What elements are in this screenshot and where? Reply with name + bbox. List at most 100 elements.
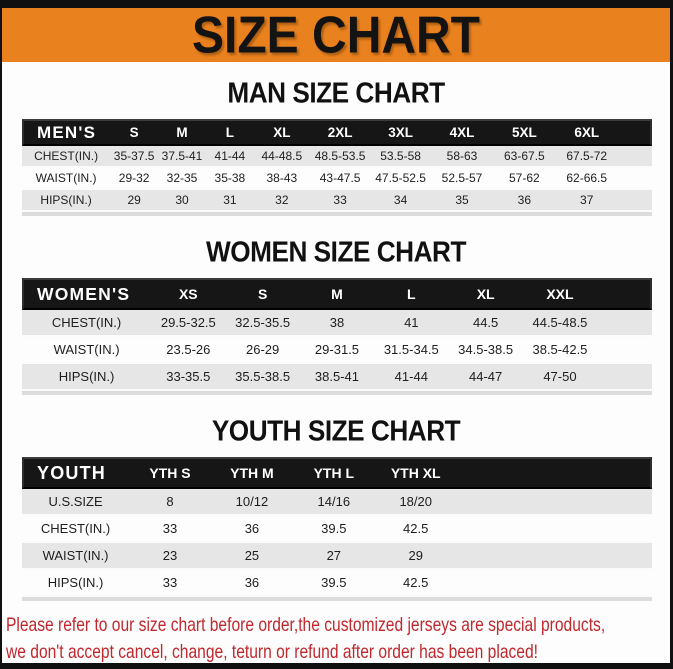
size-column-header: 4XL <box>430 119 494 146</box>
size-column-header: S <box>110 119 159 146</box>
size-value: 41 <box>374 310 449 337</box>
size-value: 32 <box>253 190 310 212</box>
size-value: 35-38 <box>205 168 254 190</box>
size-value: 34.5-38.5 <box>448 337 523 364</box>
row-filler <box>456 543 652 570</box>
header-filler <box>617 119 652 146</box>
size-value: 29 <box>374 543 457 570</box>
size-value: 63-67.5 <box>493 146 556 168</box>
size-value: 36 <box>210 570 293 597</box>
size-value: 18/20 <box>374 489 457 516</box>
size-column-header: YTH L <box>292 457 375 489</box>
row-label: CHEST(IN.) <box>22 310 152 337</box>
size-value: 10/12 <box>210 489 293 516</box>
table-row: U.S.SIZE 8 10/12 14/16 18/20 <box>22 489 652 516</box>
size-column-header: 6XL <box>555 119 618 146</box>
size-value: 25 <box>210 543 293 570</box>
size-value: 35-37.5 <box>110 146 159 168</box>
row-label: CHEST(IN.) <box>22 146 111 168</box>
size-column-header: 2XL <box>309 119 371 146</box>
size-value: 44.5-48.5 <box>522 310 598 337</box>
size-value: 47-50 <box>522 364 598 391</box>
row-label: WAIST(IN.) <box>22 337 152 364</box>
row-filler <box>597 337 652 364</box>
size-value: 37 <box>555 190 618 212</box>
size-chart-page: SIZE CHART MAN SIZE CHART MEN'S S M L XL 2XL 3… <box>2 8 670 666</box>
table-header-row: MEN'S S M L XL 2XL 3XL 4XL 5XL 6XL <box>22 119 652 146</box>
size-value: 26-29 <box>225 337 300 364</box>
size-value: 58-63 <box>430 146 494 168</box>
size-value: 14/16 <box>292 489 375 516</box>
table-row: HIPS(IN.) 33-35.5 35.5-38.5 38.5-41 41-44 44-… <box>22 364 652 391</box>
size-value: 57-62 <box>493 168 556 190</box>
size-value: 44-47 <box>448 364 523 391</box>
row-filler <box>456 516 652 543</box>
table-name-header: YOUTH <box>22 457 130 489</box>
size-column-header: 3XL <box>370 119 431 146</box>
table-header-row: YOUTH YTH S YTH M YTH L YTH XL <box>22 457 652 489</box>
banner: SIZE CHART <box>2 8 670 62</box>
size-column-header: XS <box>151 278 226 310</box>
size-column-header: L <box>374 278 449 310</box>
row-filler <box>617 168 652 190</box>
footer-line-1: Please refer to our size chart before or… <box>6 614 606 636</box>
size-value: 23.5-26 <box>151 337 226 364</box>
size-value: 33 <box>309 190 371 212</box>
size-value: 38.5-41 <box>299 364 375 391</box>
men-section-heading: MAN SIZE CHART <box>227 77 445 109</box>
size-value: 39.5 <box>292 516 375 543</box>
men-size-table: MEN'S S M L XL 2XL 3XL 4XL 5XL 6XL CHEST(IN.) 35-37… <box>22 119 652 216</box>
row-label: HIPS(IN.) <box>22 190 111 212</box>
row-label: U.S.SIZE <box>22 489 130 516</box>
table-row: CHEST(IN.) 29.5-32.5 32.5-35.5 38 41 44.5 44.5… <box>22 310 652 337</box>
header-filler <box>456 457 652 489</box>
size-value: 29 <box>110 190 159 212</box>
size-value: 47.5-52.5 <box>370 168 431 190</box>
row-filler <box>597 310 652 337</box>
size-value: 29-32 <box>110 168 159 190</box>
row-filler <box>456 570 652 597</box>
size-value: 36 <box>210 516 293 543</box>
size-column-header: YTH S <box>129 457 211 489</box>
row-filler <box>597 364 652 391</box>
size-value: 27 <box>292 543 375 570</box>
size-value: 41-44 <box>205 146 254 168</box>
row-filler <box>456 489 652 516</box>
size-value: 36 <box>493 190 556 212</box>
size-value: 53.5-58 <box>370 146 431 168</box>
size-value: 33-35.5 <box>151 364 226 391</box>
size-value: 39.5 <box>292 570 375 597</box>
size-value: 44.5 <box>448 310 523 337</box>
size-column-header: L <box>205 119 254 146</box>
women-section-heading: WOMEN SIZE CHART <box>206 236 466 268</box>
size-column-header: XL <box>448 278 523 310</box>
size-column-header: M <box>299 278 375 310</box>
banner-title: SIZE CHART <box>192 5 480 65</box>
size-column-header: 5XL <box>493 119 556 146</box>
table-row: HIPS(IN.) 33 36 39.5 42.5 <box>22 570 652 597</box>
row-label: WAIST(IN.) <box>22 168 111 190</box>
size-value: 23 <box>129 543 211 570</box>
size-column-header: YTH XL <box>374 457 457 489</box>
size-value: 41-44 <box>374 364 449 391</box>
footer-note: Please refer to our size chart before or… <box>2 612 670 666</box>
size-value: 37.5-41 <box>158 146 206 168</box>
size-value: 31.5-34.5 <box>374 337 449 364</box>
youth-size-table: YOUTH YTH S YTH M YTH L YTH XL U.S.SIZE 8 10/12… <box>22 457 652 601</box>
size-column-header: M <box>158 119 206 146</box>
size-column-header: YTH M <box>210 457 293 489</box>
table-row: CHEST(IN.) 33 36 39.5 42.5 <box>22 516 652 543</box>
size-value: 34 <box>370 190 431 212</box>
size-column-header: S <box>225 278 300 310</box>
size-value: 33 <box>129 570 211 597</box>
size-column-header: XXL <box>522 278 598 310</box>
size-value: 30 <box>158 190 206 212</box>
header-filler <box>597 278 652 310</box>
table-row: WAIST(IN.) 23 25 27 29 <box>22 543 652 570</box>
row-label: HIPS(IN.) <box>22 570 130 597</box>
size-value: 44-48.5 <box>253 146 310 168</box>
size-value: 8 <box>129 489 211 516</box>
size-value: 32-35 <box>158 168 206 190</box>
table-row: WAIST(IN.) 29-32 32-35 35-38 38-43 43-47.5 47.… <box>22 168 652 190</box>
size-value: 38 <box>299 310 375 337</box>
